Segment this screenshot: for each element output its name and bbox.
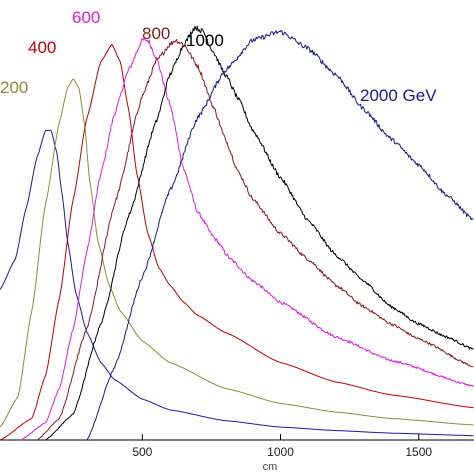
series-line xyxy=(45,25,474,441)
series-label: 2000 GeV xyxy=(360,86,437,105)
x-tick-label: 500 xyxy=(132,445,152,459)
series-label: 800 xyxy=(142,24,170,43)
series-label: 600 xyxy=(72,8,100,27)
series-label: 1000 xyxy=(186,31,224,50)
series-group xyxy=(0,25,474,441)
series-line xyxy=(37,39,474,441)
x-tick-label: 1500 xyxy=(405,445,432,459)
x-tick-label: 1000 xyxy=(267,445,294,459)
x-axis: 500 1000 1500 cm xyxy=(0,434,474,473)
series-line xyxy=(0,129,474,437)
series-label: 200 xyxy=(0,78,28,97)
series-line xyxy=(0,43,474,441)
series-line xyxy=(20,38,474,441)
series-label: 400 xyxy=(28,38,56,57)
series-line xyxy=(86,30,474,440)
series-line xyxy=(0,78,474,428)
x-axis-label: cm xyxy=(263,461,278,473)
series-labels: 200 400 600 800 1000 2000 GeV xyxy=(0,8,437,105)
